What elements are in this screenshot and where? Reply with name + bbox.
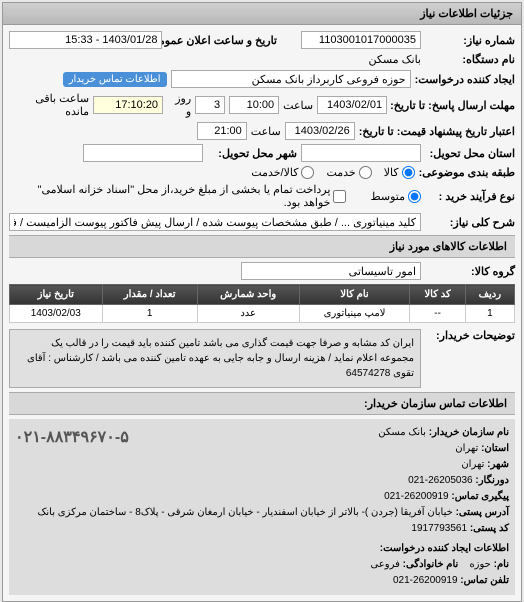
request-no-field[interactable] xyxy=(301,31,421,49)
cell-qty: 1 xyxy=(102,305,197,323)
col-date: تاریخ نیاز xyxy=(10,285,103,305)
row-creator: ایجاد کننده درخواست: اطلاعات تماس خریدار xyxy=(9,70,515,88)
row-title: شرح کلی نیاز: xyxy=(9,213,515,231)
note-checkbox-input[interactable] xyxy=(333,190,346,203)
desc-text: ایران کد مشابه و صرفا جهت قیمت گذاری می … xyxy=(9,329,421,388)
radio-mid-input[interactable] xyxy=(408,190,421,203)
price-time[interactable] xyxy=(197,122,247,140)
c-fname: حوزه xyxy=(469,559,490,570)
deadline-date[interactable] xyxy=(317,96,387,114)
c-city-label: شهر: xyxy=(487,459,509,470)
big-phone: ۰۲۱-۸۸۳۴۹۶۷۰-۵ xyxy=(15,425,129,451)
remaining-time[interactable] xyxy=(93,96,163,114)
creator-label: ایجاد کننده درخواست: xyxy=(415,73,515,86)
goods-table: ردیف کد کالا نام کالا واحد شمارش تعداد /… xyxy=(9,284,515,323)
creator-field[interactable] xyxy=(171,70,411,88)
days-label: روز و xyxy=(167,92,191,118)
goods-section-title: اطلاعات کالاهای مورد نیاز xyxy=(9,235,515,258)
contact-section: ۰۲۱-۸۸۳۴۹۶۷۰-۵ نام سازمان خریدار: بانک م… xyxy=(9,419,515,595)
c-fname-label: نام: xyxy=(494,559,509,570)
row-description: توضیحات خریدار: ایران کد مشابه و صرفا جه… xyxy=(9,329,515,388)
c-phone-label: تلفن تماس: xyxy=(460,575,509,586)
c-addr: خیابان آفریقا (جردن )- بالاتر از خیابان … xyxy=(37,507,452,518)
radio-goods-input[interactable] xyxy=(402,166,415,179)
share-label: استان محل تحویل: xyxy=(425,147,515,160)
cell-date: 1403/02/03 xyxy=(10,305,103,323)
row-category: طبقه بندی موضوعی: کالا خدمت کالا/خدمت xyxy=(9,166,515,179)
col-row: ردیف xyxy=(465,285,514,305)
category-label: طبقه بندی موضوعی: xyxy=(419,166,515,179)
table-row[interactable]: 1 -- لامپ مینیاتوری عدد 1 1403/02/03 xyxy=(10,305,515,323)
col-name: نام کالا xyxy=(299,285,410,305)
col-unit: واحد شمارش xyxy=(197,285,299,305)
col-qty: تعداد / مقدار xyxy=(102,285,197,305)
c-city: تهران xyxy=(461,459,484,470)
c-postal-label: کد پستی: xyxy=(470,523,509,534)
org-label: نام دستگاه: xyxy=(425,53,515,66)
request-no-label: شماره نیاز: xyxy=(425,34,515,47)
main-panel: جزئیات اطلاعات نیاز شماره نیاز: تاریخ و … xyxy=(2,2,522,602)
cell-code: -- xyxy=(410,305,465,323)
panel-title: جزئیات اطلاعات نیاز xyxy=(3,3,521,25)
city-label: شهر محل تحویل: xyxy=(207,147,297,160)
c-pickup: 26200919-021 xyxy=(384,491,449,502)
time-label-2: ساعت xyxy=(251,125,281,138)
c-org-label: نام سازمان خریدار: xyxy=(429,427,509,438)
deadline-label: مهلت ارسال پاسخ: تا تاریخ: xyxy=(391,99,515,112)
c-phone: 26200919-021 xyxy=(393,575,458,586)
price-date[interactable] xyxy=(285,122,355,140)
note-checkbox[interactable]: پرداخت تمام یا بخشی از مبلغ خرید،از محل … xyxy=(9,183,346,209)
c-org: بانک مسکن xyxy=(378,427,426,438)
contact-section-title: اطلاعات تماس سازمان خریدار: xyxy=(9,392,515,415)
group-label: گروه کالا: xyxy=(425,265,515,278)
org-value: بانک مسکن xyxy=(368,53,421,66)
contact-button[interactable]: اطلاعات تماس خریدار xyxy=(63,72,167,87)
radio-service[interactable]: خدمت xyxy=(326,166,371,179)
c-pickup-label: پیگیری تماس: xyxy=(451,491,509,502)
title-label: شرح کلی نیاز: xyxy=(425,216,515,229)
radio-both-input[interactable] xyxy=(301,166,314,179)
col-code: کد کالا xyxy=(410,285,465,305)
announce-label: تاریخ و ساعت اعلان عمومی: xyxy=(166,34,277,47)
category-radio-group: کالا خدمت کالا/خدمت xyxy=(251,166,414,179)
c-fax-label: دورنگار: xyxy=(475,475,509,486)
city-field[interactable] xyxy=(83,144,203,162)
row-location: استان محل تحویل: شهر محل تحویل: xyxy=(9,144,515,162)
row-process: نوع فرآیند خرید : متوسط پرداخت تمام یا ب… xyxy=(9,183,515,209)
cell-name: لامپ مینیاتوری xyxy=(299,305,410,323)
remaining-label: ساعت باقی مانده xyxy=(9,92,89,118)
desc-label: توضیحات خریدار: xyxy=(425,329,515,342)
c-lname-label: نام خانوادگی: xyxy=(403,559,459,570)
radio-service-input[interactable] xyxy=(359,166,372,179)
price-deadline-label: اعتبار تاریخ پیشنهاد قیمت: تا تاریخ: xyxy=(359,125,515,138)
c-addr-label: آدرس پستی: xyxy=(456,507,509,518)
c-prov-label: استان: xyxy=(481,443,509,454)
days-field[interactable] xyxy=(195,96,225,114)
table-header-row: ردیف کد کالا نام کالا واحد شمارش تعداد /… xyxy=(10,285,515,305)
radio-goods[interactable]: کالا xyxy=(384,166,415,179)
process-label: نوع فرآیند خرید : xyxy=(425,190,515,203)
panel-body: شماره نیاز: تاریخ و ساعت اعلان عمومی: نا… xyxy=(3,25,521,601)
row-price-deadline: اعتبار تاریخ پیشنهاد قیمت: تا تاریخ: ساع… xyxy=(9,122,515,140)
row-goods-group: گروه کالا: xyxy=(9,262,515,280)
cell-unit: عدد xyxy=(197,305,299,323)
c-lname: فروعی xyxy=(370,559,399,570)
deadline-time[interactable] xyxy=(229,96,279,114)
row-request-no: شماره نیاز: تاریخ و ساعت اعلان عمومی: xyxy=(9,31,515,49)
radio-mid[interactable]: متوسط xyxy=(370,190,421,203)
group-field[interactable] xyxy=(241,262,421,280)
row-org: نام دستگاه: بانک مسکن xyxy=(9,53,515,66)
c-prov: تهران xyxy=(455,443,478,454)
row-deadline: مهلت ارسال پاسخ: تا تاریخ: ساعت روز و سا… xyxy=(9,92,515,118)
creator-section-label: اطلاعات ایجاد کننده درخواست: xyxy=(15,541,509,557)
announce-field[interactable] xyxy=(9,31,162,49)
c-postal: 1917793561 xyxy=(411,523,467,534)
cell-row: 1 xyxy=(465,305,514,323)
c-fax: 26205036-021 xyxy=(408,475,473,486)
radio-both[interactable]: کالا/خدمت xyxy=(251,166,314,179)
title-field[interactable] xyxy=(9,213,421,231)
time-label-1: ساعت xyxy=(283,99,313,112)
province-field[interactable] xyxy=(301,144,421,162)
